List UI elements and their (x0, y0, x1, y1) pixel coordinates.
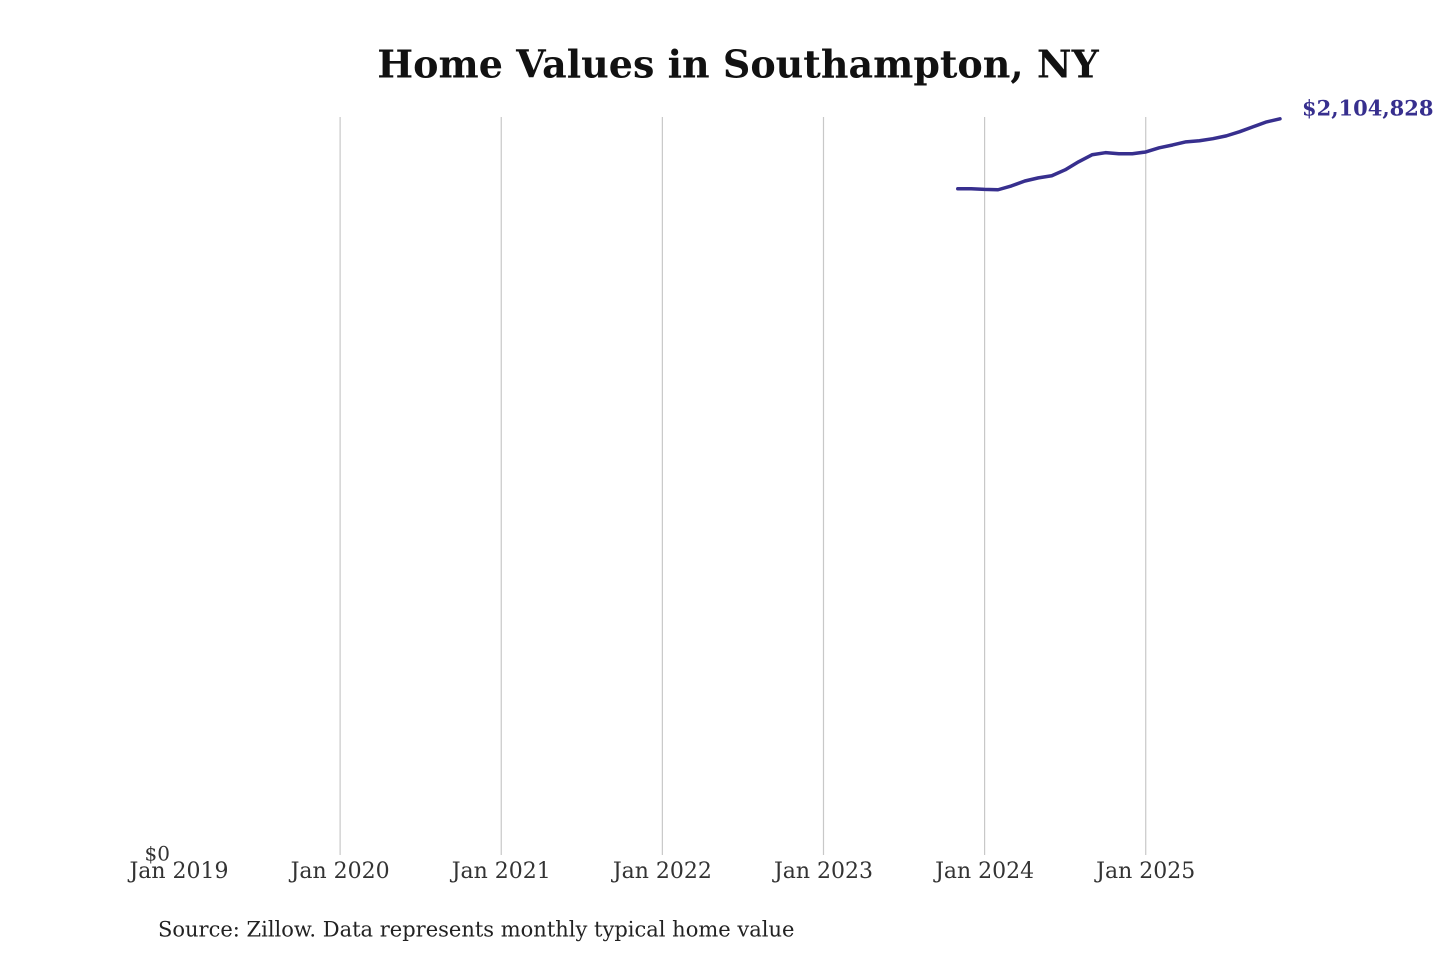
x-tick-label: Jan 2020 (289, 859, 390, 884)
x-tick-label: Jan 2019 (127, 859, 228, 884)
series-line (956, 117, 1282, 192)
x-tick-label: Jan 2023 (772, 859, 873, 884)
value-label: $2,104,828 (1302, 95, 1434, 120)
x-tick-label: Jan 2024 (933, 859, 1034, 884)
x-tick-label: Jan 2022 (611, 859, 712, 884)
source-note: Source: Zillow. Data represents monthly … (158, 918, 794, 942)
x-tick-label: Jan 2021 (450, 859, 551, 884)
x-tick-label: Jan 2025 (1094, 859, 1195, 884)
chart-title: Home Values in Southampton, NY (377, 42, 1099, 87)
y-tick-label: $0 (145, 842, 170, 866)
